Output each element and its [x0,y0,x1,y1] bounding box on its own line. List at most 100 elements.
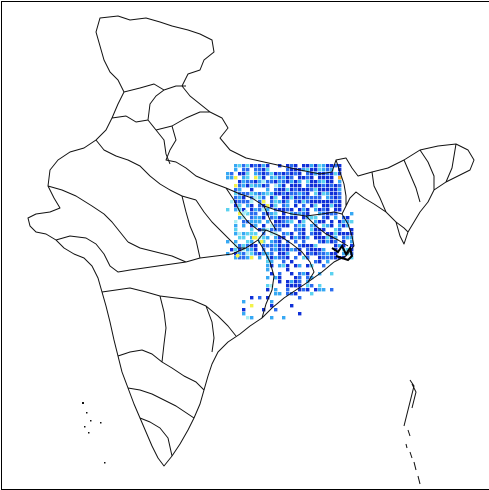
data-cell [250,180,253,183]
data-cell [310,180,313,183]
data-cell [270,256,273,259]
data-cell [234,248,237,251]
data-cell [274,200,277,203]
data-cell [234,196,237,199]
data-cell [322,252,325,255]
data-cell [270,212,273,215]
data-cell [230,172,233,175]
data-cell [318,248,321,251]
data-cell [302,228,305,231]
data-cell [306,188,309,191]
data-cell [226,208,229,211]
data-cell [318,196,321,199]
data-cell [322,256,325,259]
data-cell [330,200,333,203]
data-cell [278,228,281,231]
data-cell [334,252,337,255]
data-cell [234,232,237,235]
data-cell [244,210,247,213]
data-cell [250,200,253,203]
data-cell [252,236,255,239]
data-cell [234,220,237,223]
data-cell [290,216,293,219]
data-cell [266,288,269,291]
data-cell [294,276,297,279]
data-cell [242,300,245,303]
data-cell [270,244,273,247]
data-cell [314,232,317,235]
data-cell [282,172,285,175]
data-cell [266,192,269,195]
data-cell [314,188,317,191]
data-cell [234,208,237,211]
data-cell [338,176,341,179]
data-cell [274,192,277,195]
data-cell [274,216,277,219]
data-cell [262,224,265,227]
data-cell [274,248,277,251]
data-cell [322,288,325,291]
data-cell [338,228,341,231]
data-cell [318,176,321,179]
data-cell [278,220,281,223]
data-cell [274,244,277,247]
data-cell [310,248,313,251]
data-cell [310,196,313,199]
data-cell [274,276,277,279]
data-cell [282,220,285,223]
data-cell [306,180,309,183]
data-cell [302,232,305,235]
data-cell [298,200,301,203]
data-cell [250,296,253,299]
data-cell [306,272,309,275]
data-cell [226,240,229,243]
data-cell [322,264,325,267]
data-cell [310,188,313,191]
data-cell [338,204,341,207]
data-cell [290,280,293,283]
data-cell [242,224,245,227]
data-cell [286,216,289,219]
data-cell [238,200,241,203]
data-cell [326,208,329,211]
data-cell [322,216,325,219]
data-cell [290,304,293,307]
data-cell [242,172,245,175]
data-cell [314,288,317,291]
data-cell [250,232,253,235]
data-cell [302,188,305,191]
data-cell [246,180,249,183]
data-cell [278,240,281,243]
data-cell [290,248,293,251]
data-cell [346,236,349,239]
data-cell [242,176,245,179]
data-cell [294,216,297,219]
data-cell [250,256,253,259]
data-cell [282,188,285,191]
data-cell [306,172,309,175]
data-cell [334,172,337,175]
data-cell [282,192,285,195]
data-cell [310,232,313,235]
data-cell [322,188,325,191]
data-cell [318,288,321,291]
data-cell [290,196,293,199]
data-cell [282,184,285,187]
data-cell [286,252,289,255]
data-cell [314,260,317,263]
data-cell [290,188,293,191]
data-cell [234,164,237,167]
data-cell [302,272,305,275]
data-cell [258,168,261,171]
data-cell [278,244,281,247]
data-cell [246,232,249,235]
data-cell [330,180,333,183]
data-cell [282,244,285,247]
data-cell [330,176,333,179]
data-cell [294,292,297,295]
data-cell [302,196,305,199]
data-cell [298,208,301,211]
data-cell [246,172,249,175]
data-cell [246,204,249,207]
data-cell [286,200,289,203]
